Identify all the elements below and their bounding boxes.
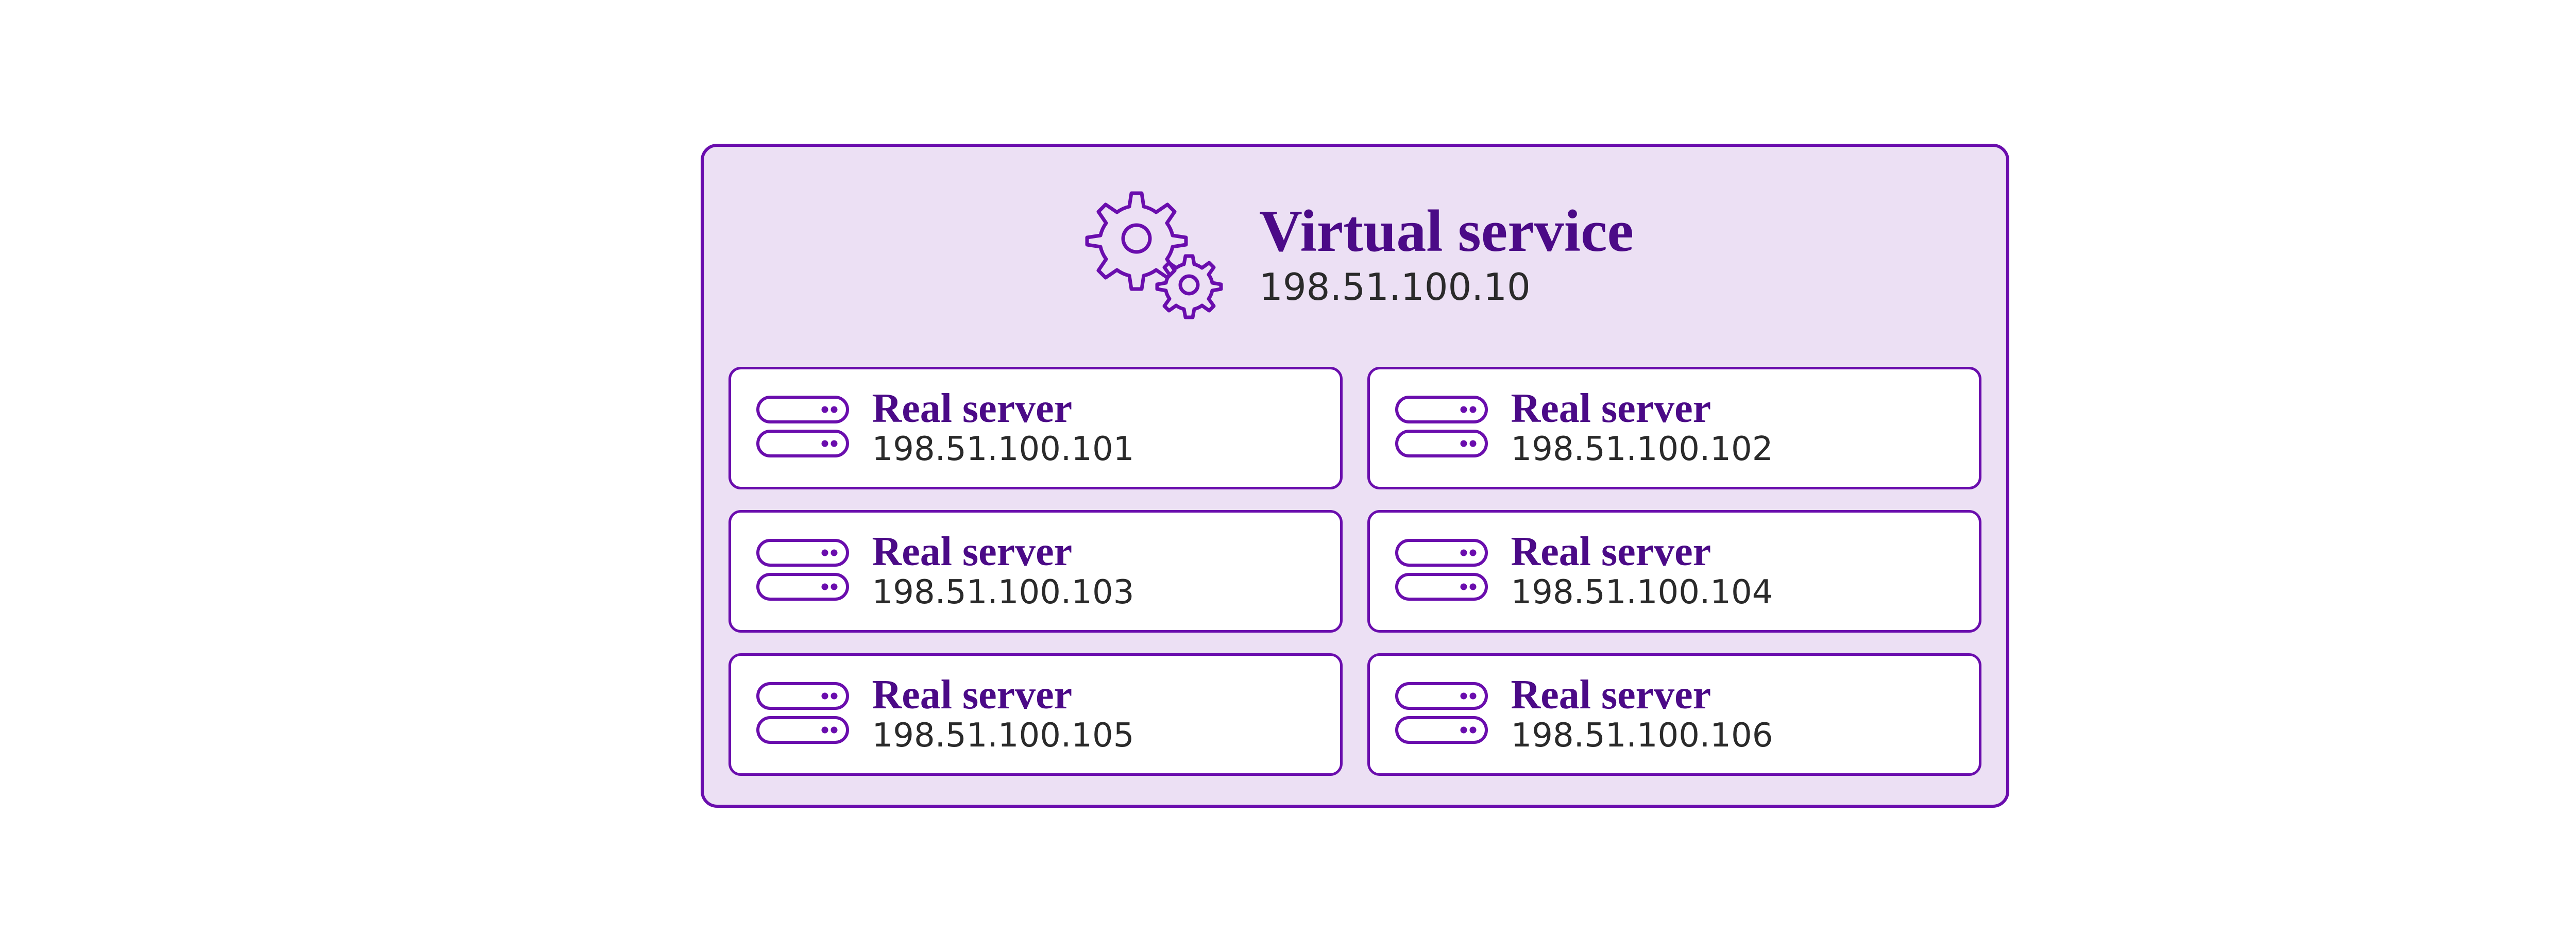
- server-label: Real server: [1511, 531, 1773, 572]
- server-card: Real server 198.51.100.101: [728, 367, 1343, 489]
- virtual-service-container: Virtual service 198.51.100.10 Real serve…: [701, 144, 2009, 808]
- virtual-service-title: Virtual service: [1259, 201, 1634, 261]
- server-icon: [1393, 531, 1490, 611]
- server-ip: 198.51.100.102: [1511, 430, 1773, 468]
- server-card: Real server 198.51.100.106: [1367, 653, 1981, 776]
- server-text: Real server 198.51.100.101: [872, 388, 1134, 468]
- server-icon: [1393, 388, 1490, 468]
- server-text: Real server 198.51.100.102: [1511, 388, 1773, 468]
- server-ip: 198.51.100.101: [872, 430, 1134, 468]
- server-text: Real server 198.51.100.105: [872, 674, 1134, 755]
- virtual-service-ip: 198.51.100.10: [1259, 265, 1634, 309]
- server-ip: 198.51.100.105: [872, 717, 1134, 755]
- server-card: Real server 198.51.100.103: [728, 510, 1343, 633]
- server-label: Real server: [1511, 388, 1773, 429]
- server-icon: [1393, 674, 1490, 754]
- server-icon: [754, 531, 852, 611]
- server-card: Real server 198.51.100.102: [1367, 367, 1981, 489]
- server-label: Real server: [872, 388, 1134, 429]
- server-label: Real server: [872, 531, 1134, 572]
- server-ip: 198.51.100.106: [1511, 717, 1773, 755]
- server-text: Real server 198.51.100.106: [1511, 674, 1773, 755]
- server-text: Real server 198.51.100.104: [1511, 531, 1773, 612]
- server-label: Real server: [872, 674, 1134, 716]
- gears-icon: [1076, 182, 1230, 329]
- server-ip: 198.51.100.103: [872, 573, 1134, 612]
- server-icon: [754, 674, 852, 754]
- servers-grid: Real server 198.51.100.101 Real server 1…: [728, 367, 1981, 776]
- server-label: Real server: [1511, 674, 1773, 716]
- virtual-service-text: Virtual service 198.51.100.10: [1259, 201, 1634, 309]
- server-icon: [754, 388, 852, 468]
- server-card: Real server 198.51.100.104: [1367, 510, 1981, 633]
- virtual-service-header: Virtual service 198.51.100.10: [728, 172, 1981, 334]
- server-ip: 198.51.100.104: [1511, 573, 1773, 612]
- server-card: Real server 198.51.100.105: [728, 653, 1343, 776]
- server-text: Real server 198.51.100.103: [872, 531, 1134, 612]
